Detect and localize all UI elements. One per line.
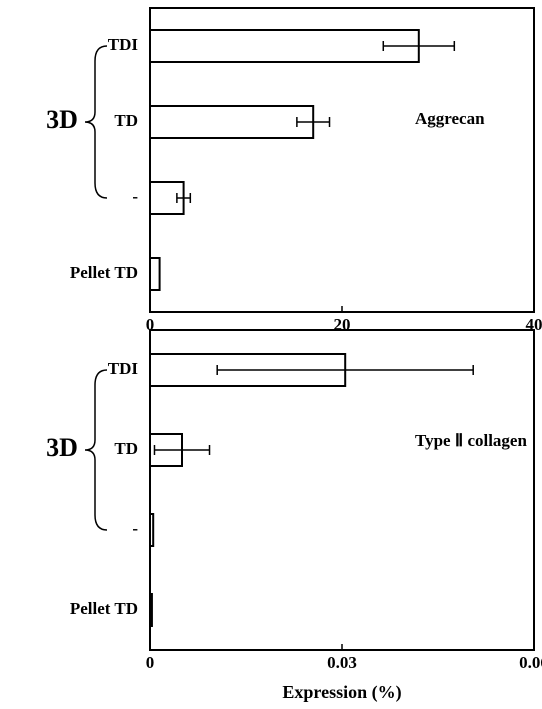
bar [149, 105, 315, 139]
bar [149, 29, 420, 63]
annotation: Type Ⅱ collagen [415, 431, 527, 450]
error-bar [153, 445, 211, 455]
error-bar [296, 117, 331, 127]
x-tick-label: 0 [146, 653, 155, 672]
x-tick-label: 0.03 [327, 653, 357, 672]
annotation: Aggrecan [415, 109, 485, 128]
category-label: Pellet TD [70, 263, 138, 282]
group-label: 3D [46, 105, 78, 134]
category-label: Pellet TD [70, 599, 138, 618]
category-label: - [132, 519, 138, 538]
error-bar [216, 365, 474, 375]
x-tick-label: 20 [334, 315, 351, 334]
category-label: TD [114, 439, 138, 458]
category-label: TD [114, 111, 138, 130]
error-bar [176, 193, 192, 203]
category-label: TDI [108, 35, 139, 54]
bar [149, 513, 155, 547]
x-axis-label: Expression (%) [282, 682, 401, 703]
brace [84, 45, 108, 199]
brace [84, 369, 108, 531]
category-label: TDI [108, 359, 139, 378]
category-label: - [132, 187, 138, 206]
error-bar [382, 41, 456, 51]
bar [149, 257, 161, 291]
x-tick-label: 0 [146, 315, 155, 334]
group-label: 3D [46, 433, 78, 462]
x-tick-label: 0.06 [519, 653, 542, 672]
bar [149, 593, 153, 627]
